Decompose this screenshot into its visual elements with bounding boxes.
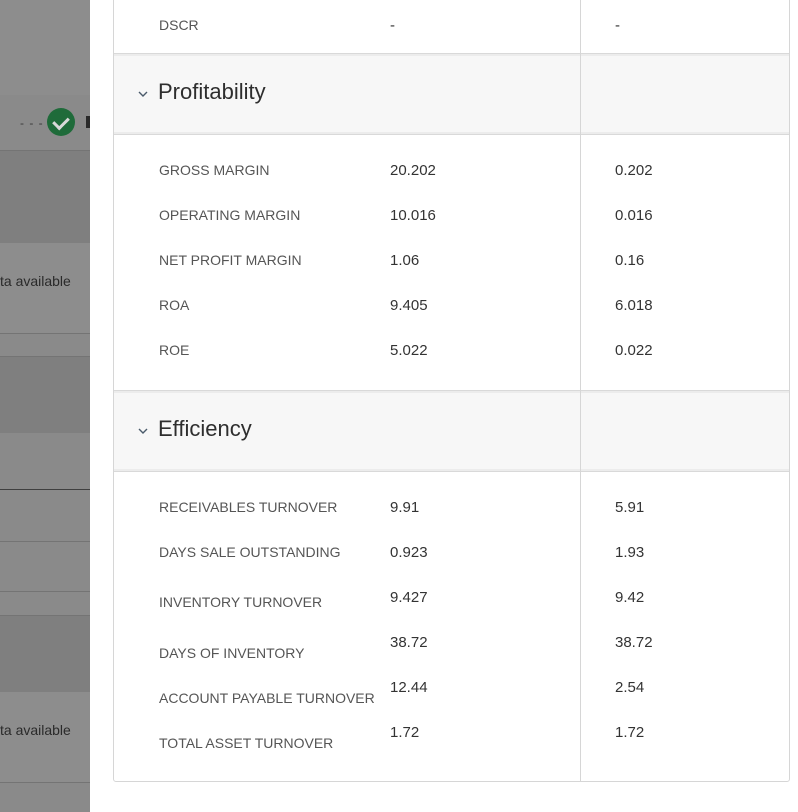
column-divider <box>580 0 581 781</box>
background-divider <box>0 150 90 151</box>
row-value-2: 0.202 <box>615 162 653 179</box>
background-status-text: ta available <box>0 273 71 289</box>
check-circle-icon <box>47 108 75 136</box>
background-panel-low <box>0 616 90 692</box>
row-value-1: 9.405 <box>390 297 428 314</box>
background-step-dashes: - - - <box>20 116 44 130</box>
table-row: RECEIVABLES TURNOVER 9.91 5.91 <box>114 499 789 519</box>
row-value-1: - <box>390 17 395 34</box>
table-row: ROA 9.405 6.018 <box>114 297 789 317</box>
row-value-1: 10.016 <box>390 207 436 224</box>
table-row: OPERATING MARGIN 10.016 0.016 <box>114 207 789 227</box>
row-label: DAYS SALE OUTSTANDING <box>159 544 341 560</box>
section-title: Profitability <box>158 79 266 104</box>
background-divider <box>0 333 90 334</box>
background-divider <box>0 615 90 616</box>
row-label: DAYS OF INVENTORY <box>159 645 305 661</box>
row-label: ACCOUNT PAYABLE TURNOVER <box>159 690 375 706</box>
table-row: GROSS MARGIN 20.202 0.202 <box>114 162 789 182</box>
row-value-2: 0.16 <box>615 252 645 269</box>
background-divider <box>0 489 90 490</box>
row-value-2: 5.91 <box>615 499 645 516</box>
row-value-1: 9.427 <box>390 589 428 606</box>
row-label: TOTAL ASSET TURNOVER <box>159 735 334 751</box>
row-value-2: 6.018 <box>615 297 653 314</box>
row-label: DSCR <box>159 17 199 33</box>
background-divider <box>0 356 90 357</box>
section-title: Efficiency <box>158 416 252 441</box>
row-value-1: 12.44 <box>390 679 428 696</box>
row-value-2: 2.54 <box>615 679 645 696</box>
background-divider <box>0 541 90 542</box>
row-value-1: 20.202 <box>390 162 436 179</box>
table-row: DAYS SALE OUTSTANDING 0.923 1.93 <box>114 544 789 564</box>
table-row: ROE 5.022 0.022 <box>114 342 789 362</box>
table-row: TOTAL ASSET TURNOVER 1.72 1.72 <box>114 724 789 751</box>
section-header-profitability[interactable]: Profitability <box>114 53 789 135</box>
background-row-2 <box>0 692 90 782</box>
row-value-1: 38.72 <box>390 634 428 651</box>
ratios-card: DSCR - - Profitability GROSS MARGIN 20.2… <box>113 0 790 782</box>
table-row: DAYS OF INVENTORY 38.72 38.72 <box>114 634 789 661</box>
background-panel-top <box>0 151 90 243</box>
table-row: INVENTORY TURNOVER 9.427 9.42 <box>114 589 789 610</box>
chevron-down-icon[interactable] <box>136 424 150 438</box>
row-value-2: 0.016 <box>615 207 653 224</box>
row-value-1: 1.72 <box>390 724 420 741</box>
row-value-2: 38.72 <box>615 634 653 651</box>
row-label: ROA <box>159 297 190 313</box>
row-value-1: 1.06 <box>390 252 420 269</box>
row-label: ROE <box>159 342 190 358</box>
background-divider <box>0 591 90 592</box>
row-value-2: - <box>615 17 620 34</box>
background-row-1 <box>0 243 90 333</box>
row-value-1: 0.923 <box>390 544 428 561</box>
background-status-text: ta available <box>0 722 71 738</box>
ratio-details-panel[interactable]: DSCR - - Profitability GROSS MARGIN 20.2… <box>90 0 798 812</box>
row-value-2: 1.72 <box>615 724 645 741</box>
table-row: ACCOUNT PAYABLE TURNOVER 12.44 2.54 <box>114 679 789 706</box>
row-label: INVENTORY TURNOVER <box>159 594 323 610</box>
row-value-2: 1.93 <box>615 544 645 561</box>
row-value-2: 9.42 <box>615 589 645 606</box>
row-value-1: 9.91 <box>390 499 420 516</box>
row-label: NET PROFIT MARGIN <box>159 252 302 268</box>
background-app: - - - ta available ta available <box>0 0 90 812</box>
section-header-efficiency[interactable]: Efficiency <box>114 390 789 472</box>
background-divider <box>0 782 90 783</box>
background-step-marker <box>86 116 90 128</box>
chevron-down-icon[interactable] <box>136 87 150 101</box>
table-row: DSCR - - <box>114 17 789 37</box>
background-panel-mid <box>0 357 90 433</box>
row-value-1: 5.022 <box>390 342 428 359</box>
table-row: NET PROFIT MARGIN 1.06 0.16 <box>114 252 789 272</box>
background-header <box>0 0 90 95</box>
row-label: OPERATING MARGIN <box>159 207 301 223</box>
row-value-2: 0.022 <box>615 342 653 359</box>
row-label: RECEIVABLES TURNOVER <box>159 499 338 515</box>
row-label: GROSS MARGIN <box>159 162 270 178</box>
